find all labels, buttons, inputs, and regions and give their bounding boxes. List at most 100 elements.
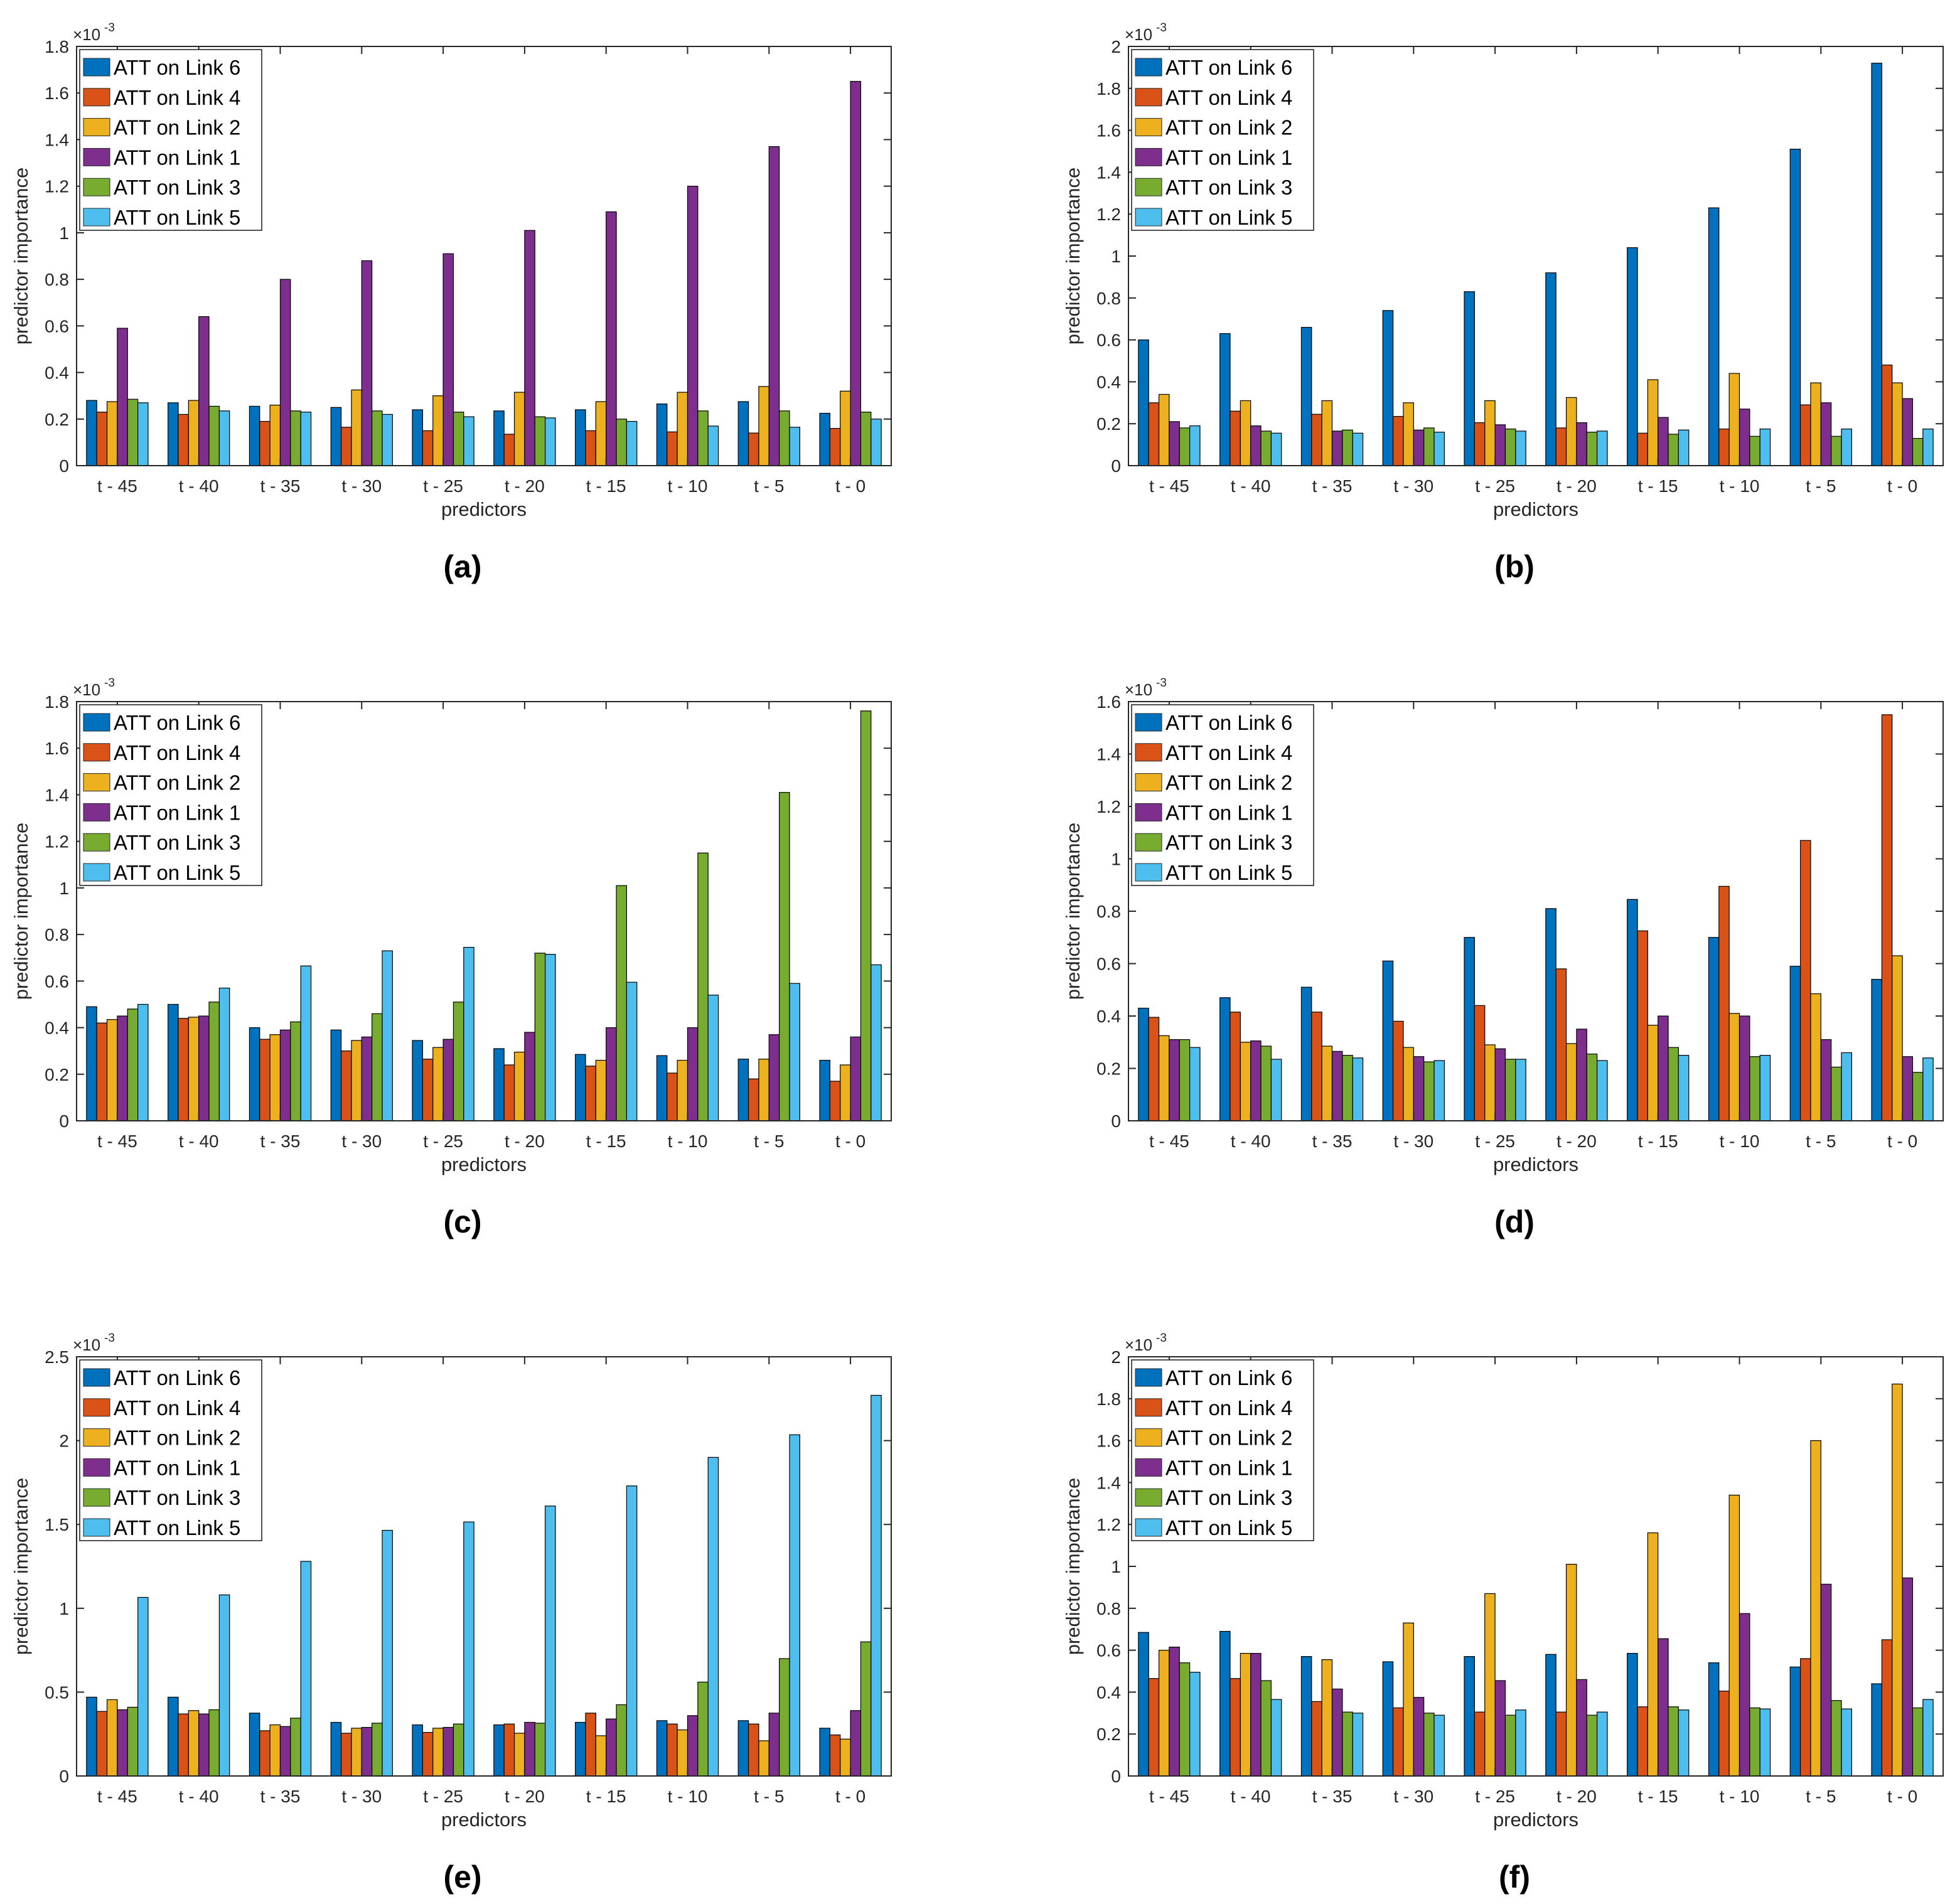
chart-panel-b: 0 0.2 0.4 0.6 0.8 1 1.2 1.4 1.6 1.8 2 t - 45 t - 40 t… [1062,21,1944,584]
legend-swatch [1135,88,1162,107]
bar-att-on-link-4-t-30 [340,1733,352,1777]
bar-att-on-link-1-t-15 [606,1718,617,1777]
bar-att-on-link-4-t-30 [1392,1707,1404,1777]
x-axis-label: predictors [441,1809,527,1831]
bar-att-on-link-4-t-20 [1555,427,1567,466]
legend-entry-label: ATT on Link 2 [1165,771,1292,794]
x-tick-label: t - 45 [97,1787,137,1806]
bar-att-on-link-3-t-25 [1504,1714,1516,1777]
bar-att-on-link-5-t-40 [218,1594,230,1777]
bar-att-on-link-6-t-0 [819,1059,830,1121]
x-axis-label: predictors [1493,498,1578,520]
bar-att-on-link-4-t-25 [422,1731,434,1777]
bar-att-on-link-4-t-35 [259,1730,271,1777]
bar-att-on-link-3-t-10 [1749,1056,1760,1121]
bar-att-on-link-3-t-15 [1668,1047,1680,1121]
bar-att-on-link-2-t-20 [1565,1564,1577,1777]
bar-att-on-link-5-t-20 [545,954,556,1121]
bar-att-on-link-4-t-45 [1148,1017,1160,1121]
bar-att-on-link-3-t-30 [372,410,383,466]
y-tick-label: 1 [59,879,69,898]
bar-att-on-link-2-t-25 [1484,400,1496,466]
bar-att-on-link-5-t-10 [1759,1708,1771,1777]
bar-att-on-link-1-t-45 [1169,421,1180,466]
y-tick-label: 1.8 [45,37,69,56]
bar-att-on-link-5-t-45 [1189,1672,1201,1777]
bar-att-on-link-1-t-5 [1820,1583,1832,1777]
y-tick-label: 0.2 [45,1065,69,1084]
y-exponent-base: ×10 [1125,25,1152,44]
bar-att-on-link-3-t-10 [1749,1707,1760,1777]
legend-swatch [83,833,110,852]
legend-entry-label: ATT on Link 3 [1165,176,1292,199]
bar-att-on-link-5-t-30 [1433,431,1445,466]
legend-swatch [1135,1518,1162,1537]
panel-caption: (c) [443,1204,481,1239]
bar-att-on-link-5-t-45 [137,1003,149,1121]
x-tick-label: t - 30 [341,1131,382,1151]
bar-att-on-link-6-t-20 [1545,1654,1557,1777]
x-tick-label: t - 40 [1231,1787,1271,1806]
legend-swatch [1135,118,1162,137]
bar-att-on-link-3-t-15 [616,419,627,466]
bar-att-on-link-3-t-40 [208,1709,220,1777]
x-tick-label: t - 25 [1475,1131,1515,1151]
bar-att-on-link-5-t-40 [218,987,230,1121]
bar-att-on-link-3-t-35 [1342,429,1353,466]
bar-att-on-link-6-t-10 [656,1055,668,1121]
x-tick-label: t - 30 [1393,476,1433,496]
legend-entry-label: ATT on Link 4 [1165,1396,1292,1420]
legend-swatch [1135,863,1162,882]
bar-att-on-link-2-t-10 [677,392,689,466]
bar-att-on-link-1-t-15 [606,211,617,466]
bar-att-on-link-1-t-25 [1494,1048,1506,1121]
bar-att-on-link-3-t-45 [127,1706,139,1777]
bar-att-on-link-1-t-45 [117,328,128,466]
bar-att-on-link-4-t-10 [1718,1691,1730,1777]
bar-att-on-link-1-t-45 [117,1709,128,1777]
legend-entry-label: ATT on Link 3 [114,176,240,199]
y-tick-label: 1.8 [1096,1389,1121,1409]
bar-att-on-link-2-t-45 [106,1019,118,1121]
bar-att-on-link-1-t-20 [524,1032,535,1121]
y-axis-label: predictor importance [10,1478,32,1655]
bar-att-on-link-6-t-45 [86,1006,97,1121]
x-tick-label: t - 15 [1638,1131,1678,1151]
y-tick-label: 2.5 [45,1347,69,1367]
bar-att-on-link-2-t-10 [1728,373,1740,466]
bar-att-on-link-5-t-10 [707,1457,719,1777]
bar-att-on-link-1-t-10 [687,1715,699,1777]
bar-att-on-link-5-t-30 [382,1529,393,1777]
bar-att-on-link-6-t-40 [168,1003,179,1121]
y-axis-label: predictor importance [1062,823,1084,1000]
y-exponent-power: -3 [104,1332,115,1345]
y-tick-label: 0.8 [1096,1599,1121,1618]
legend-swatch [83,147,110,166]
bar-att-on-link-4-t-30 [340,1051,352,1121]
bar-att-on-link-4-t-40 [1230,410,1241,466]
bar-att-on-link-6-t-25 [412,1040,423,1121]
bar-att-on-link-2-t-10 [677,1729,689,1777]
bar-att-on-link-2-t-35 [269,1724,281,1777]
bar-att-on-link-4-t-15 [1637,1706,1648,1777]
bar-att-on-link-4-t-35 [1311,1012,1322,1121]
bar-att-on-link-5-t-25 [463,1521,474,1777]
bar-att-on-link-5-t-45 [1189,1047,1201,1121]
axes-box [76,46,892,466]
legend-swatch [1135,743,1162,762]
bar-att-on-link-3-t-40 [208,405,220,466]
bar-att-on-link-5-t-30 [1433,1714,1445,1777]
bar-att-on-link-2-t-0 [1892,1383,1903,1777]
bar-att-on-link-6-t-25 [412,1724,423,1777]
bar-att-on-link-2-t-25 [1484,1044,1496,1121]
bar-att-on-link-1-t-20 [524,230,535,466]
bar-att-on-link-3-t-25 [453,412,464,466]
y-tick-label: 1.2 [1096,205,1121,224]
bar-att-on-link-6-t-0 [1871,978,1882,1121]
y-exponent-power: -3 [1156,677,1167,690]
bar-att-on-link-3-t-10 [697,1681,709,1777]
legend-entry-label: ATT on Link 6 [1165,1366,1292,1389]
bar-att-on-link-5-t-5 [789,427,800,466]
legend-swatch [83,743,110,762]
